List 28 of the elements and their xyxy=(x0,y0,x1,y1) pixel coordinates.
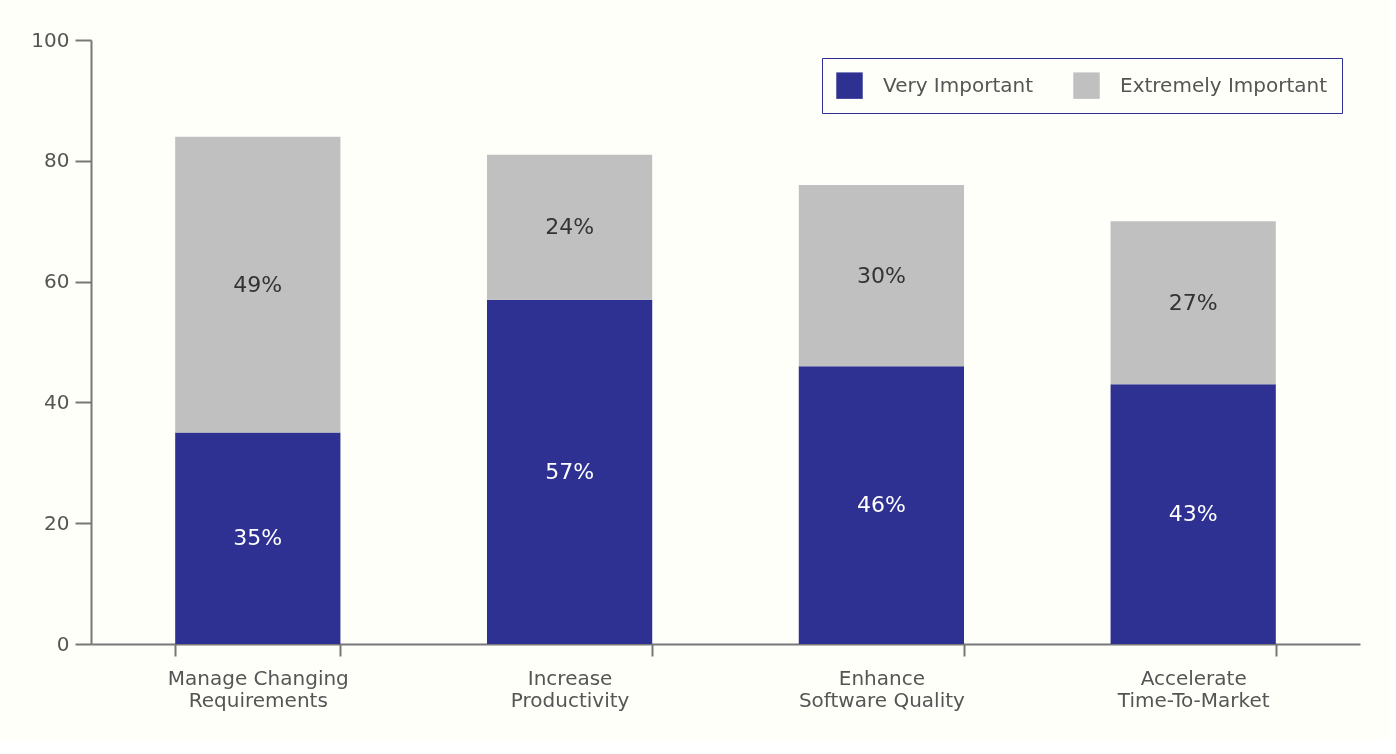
legend-label: Very Important xyxy=(883,72,1034,97)
bar xyxy=(798,184,965,367)
y-tick-label: 100 xyxy=(31,27,70,52)
x-tick-label: Manage Changing Requirements xyxy=(167,665,349,712)
data-label: 27% xyxy=(1168,289,1218,315)
y-tick-label: 20 xyxy=(44,510,70,535)
x-tick-label: Increase Productivity xyxy=(510,665,630,712)
bar xyxy=(1110,221,1276,385)
data-label: 43% xyxy=(1168,501,1218,527)
y-tick-label: 80 xyxy=(44,148,70,173)
y-tick-label: 40 xyxy=(44,389,70,414)
bar xyxy=(486,299,653,644)
data-label: 24% xyxy=(545,214,595,240)
data-label: 49% xyxy=(233,271,283,297)
bar xyxy=(175,136,341,433)
bar xyxy=(486,154,653,300)
legend-label: Extremely Important xyxy=(1120,72,1328,97)
bar xyxy=(1110,384,1276,644)
x-tick-label: Enhance Software Quality xyxy=(798,665,966,712)
data-label: 46% xyxy=(856,492,906,518)
bar xyxy=(798,366,965,644)
bar xyxy=(175,432,341,644)
data-label: 30% xyxy=(856,262,906,288)
y-tick-label: 60 xyxy=(44,269,70,294)
data-label: 57% xyxy=(545,458,595,484)
y-tick-label: 0 xyxy=(56,631,70,656)
x-tick-label: Accelerate Time-To-Market xyxy=(1116,665,1270,712)
data-label: 35% xyxy=(233,525,283,551)
